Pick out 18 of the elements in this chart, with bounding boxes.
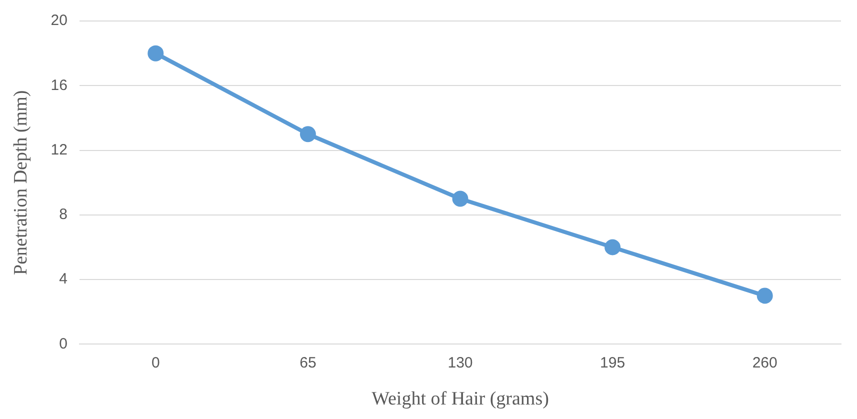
x-tick-label: 130 — [448, 354, 473, 372]
y-tick-label: 4 — [59, 270, 68, 288]
point — [756, 288, 773, 304]
x-axis-title: Weight of Hair (grams) — [372, 388, 549, 410]
point — [148, 45, 164, 62]
y-tick-label: 16 — [50, 76, 68, 94]
point — [452, 190, 468, 207]
y-tick-label: 20 — [50, 12, 68, 30]
y-tick-label: 8 — [59, 206, 68, 224]
x-tick-label: 195 — [600, 354, 626, 372]
x-tick-label: 260 — [752, 354, 778, 372]
x-tick-label: 0 — [151, 354, 160, 372]
y-tick-label: 0 — [59, 335, 68, 352]
point — [604, 239, 621, 256]
point — [300, 126, 316, 142]
y-axis-title: Penetration Depth (mm) — [10, 90, 32, 275]
y-tick-label: 12 — [50, 141, 68, 158]
x-tick-label: 65 — [300, 354, 316, 372]
